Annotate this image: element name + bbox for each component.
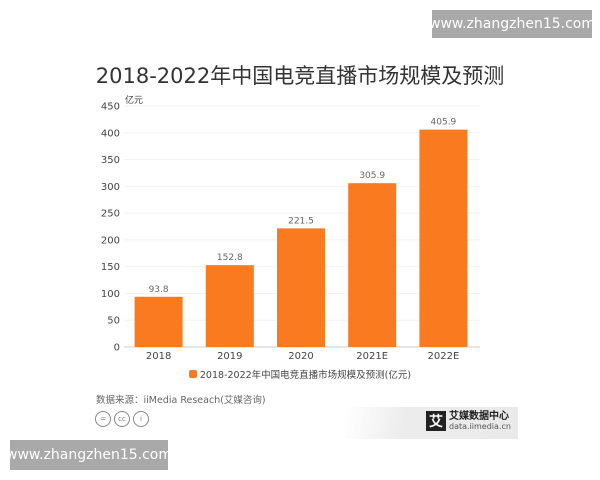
bar-2020 [277, 228, 325, 347]
y-axis-unit: 亿元 [125, 94, 143, 106]
logo-mark: 艾 [426, 411, 446, 431]
nd-icon: = [95, 411, 111, 427]
legend-swatch [188, 370, 197, 378]
bar-2019 [205, 265, 254, 347]
value-label: 93.8 [149, 285, 169, 295]
x-tick-label: 2022E [428, 351, 460, 362]
x-tick-label: 2018 [146, 351, 171, 362]
y-tick-label: 250 [101, 209, 120, 220]
legend-label: 2018-2022年中国电竞直播市场规模及预测(亿元) [199, 370, 412, 381]
value-label: 405.9 [431, 118, 457, 128]
watermark-bottom: www.zhangzhen15.com [6, 440, 172, 470]
data-source: 数据来源：iiMedia Reseach(艾媒咨询) [96, 395, 266, 406]
license-icons: = cc i [95, 411, 149, 427]
bar-2018 [134, 296, 183, 347]
logo-url: data.iimedia.cn [449, 422, 511, 431]
legend: 2018-2022年中国电竞直播市场规模及预测(亿元) [0, 367, 600, 381]
logo-name: 艾媒数据中心 [449, 411, 509, 422]
y-tick-label: 400 [101, 128, 120, 139]
y-tick-label: 200 [101, 235, 120, 246]
x-tick-label: 2020 [288, 351, 313, 362]
y-tick-label: 50 [107, 316, 120, 327]
value-label: 152.8 [217, 253, 243, 263]
logo: 艾 艾媒数据中心 data.iimedia.cn [426, 411, 511, 431]
watermark-top: www.zhangzhen15.com [429, 10, 595, 38]
x-tick-label: 2019 [217, 351, 242, 362]
y-tick-label: 450 [101, 102, 120, 113]
y-tick-label: 0 [114, 343, 120, 354]
chart-title: 2018-2022年中国电竞直播市场规模及预测 [95, 64, 505, 88]
cc-icon: cc [114, 411, 130, 427]
x-tick-label: 2021E [356, 351, 388, 362]
bar-2021E [348, 183, 397, 347]
bar-2022E [419, 129, 468, 347]
value-label: 305.9 [359, 171, 385, 181]
y-tick-label: 350 [101, 155, 120, 166]
by-icon: i [133, 411, 149, 427]
y-tick-label: 300 [101, 182, 120, 193]
value-label: 221.5 [288, 216, 314, 226]
y-tick-label: 150 [101, 262, 120, 273]
y-tick-label: 100 [101, 289, 120, 300]
